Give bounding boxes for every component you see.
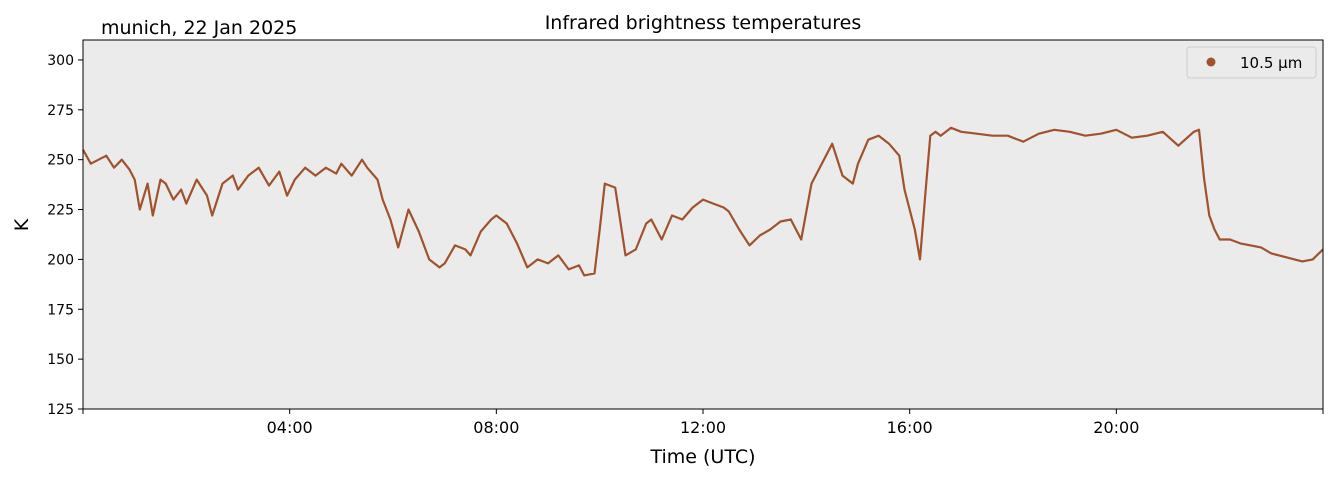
plot-area [83, 40, 1323, 409]
series-line-0 [82, 126, 1324, 277]
y-tick-label: 175 [47, 302, 74, 318]
legend: 10.5 µm [1186, 46, 1317, 79]
x-tick-label: 12:00 [680, 418, 726, 437]
y-axis-label: K [11, 218, 33, 231]
x-tick-label: 04:00 [267, 418, 313, 437]
y-tick-label: 300 [47, 53, 74, 69]
x-axis: 04:00 08:00 12:00 16:00 20:00 [82, 409, 1324, 437]
x-tick-label: 20:00 [1093, 418, 1139, 437]
y-axis: 125 150 175 200 225 250 275 300 [47, 53, 83, 418]
y-tick-label: 150 [47, 352, 74, 368]
x-axis-label: Time (UTC) [649, 446, 755, 468]
chart-title: Infrared brightness temperatures [545, 12, 862, 34]
x-tick-label: 08:00 [473, 418, 519, 437]
y-tick-label: 250 [47, 153, 74, 169]
legend-marker-10-5um [1206, 57, 1216, 67]
legend-label-10-5um: 10.5 µm [1240, 54, 1302, 72]
x-tick-label: 16:00 [887, 418, 933, 437]
y-tick-label: 200 [47, 252, 74, 268]
y-tick-label: 125 [47, 402, 74, 418]
y-tick-label: 275 [47, 103, 74, 119]
location-label: munich, 22 Jan 2025 [101, 17, 297, 39]
y-tick-label: 225 [47, 203, 74, 219]
legend-box [1186, 46, 1317, 79]
series-layer [82, 126, 1324, 277]
